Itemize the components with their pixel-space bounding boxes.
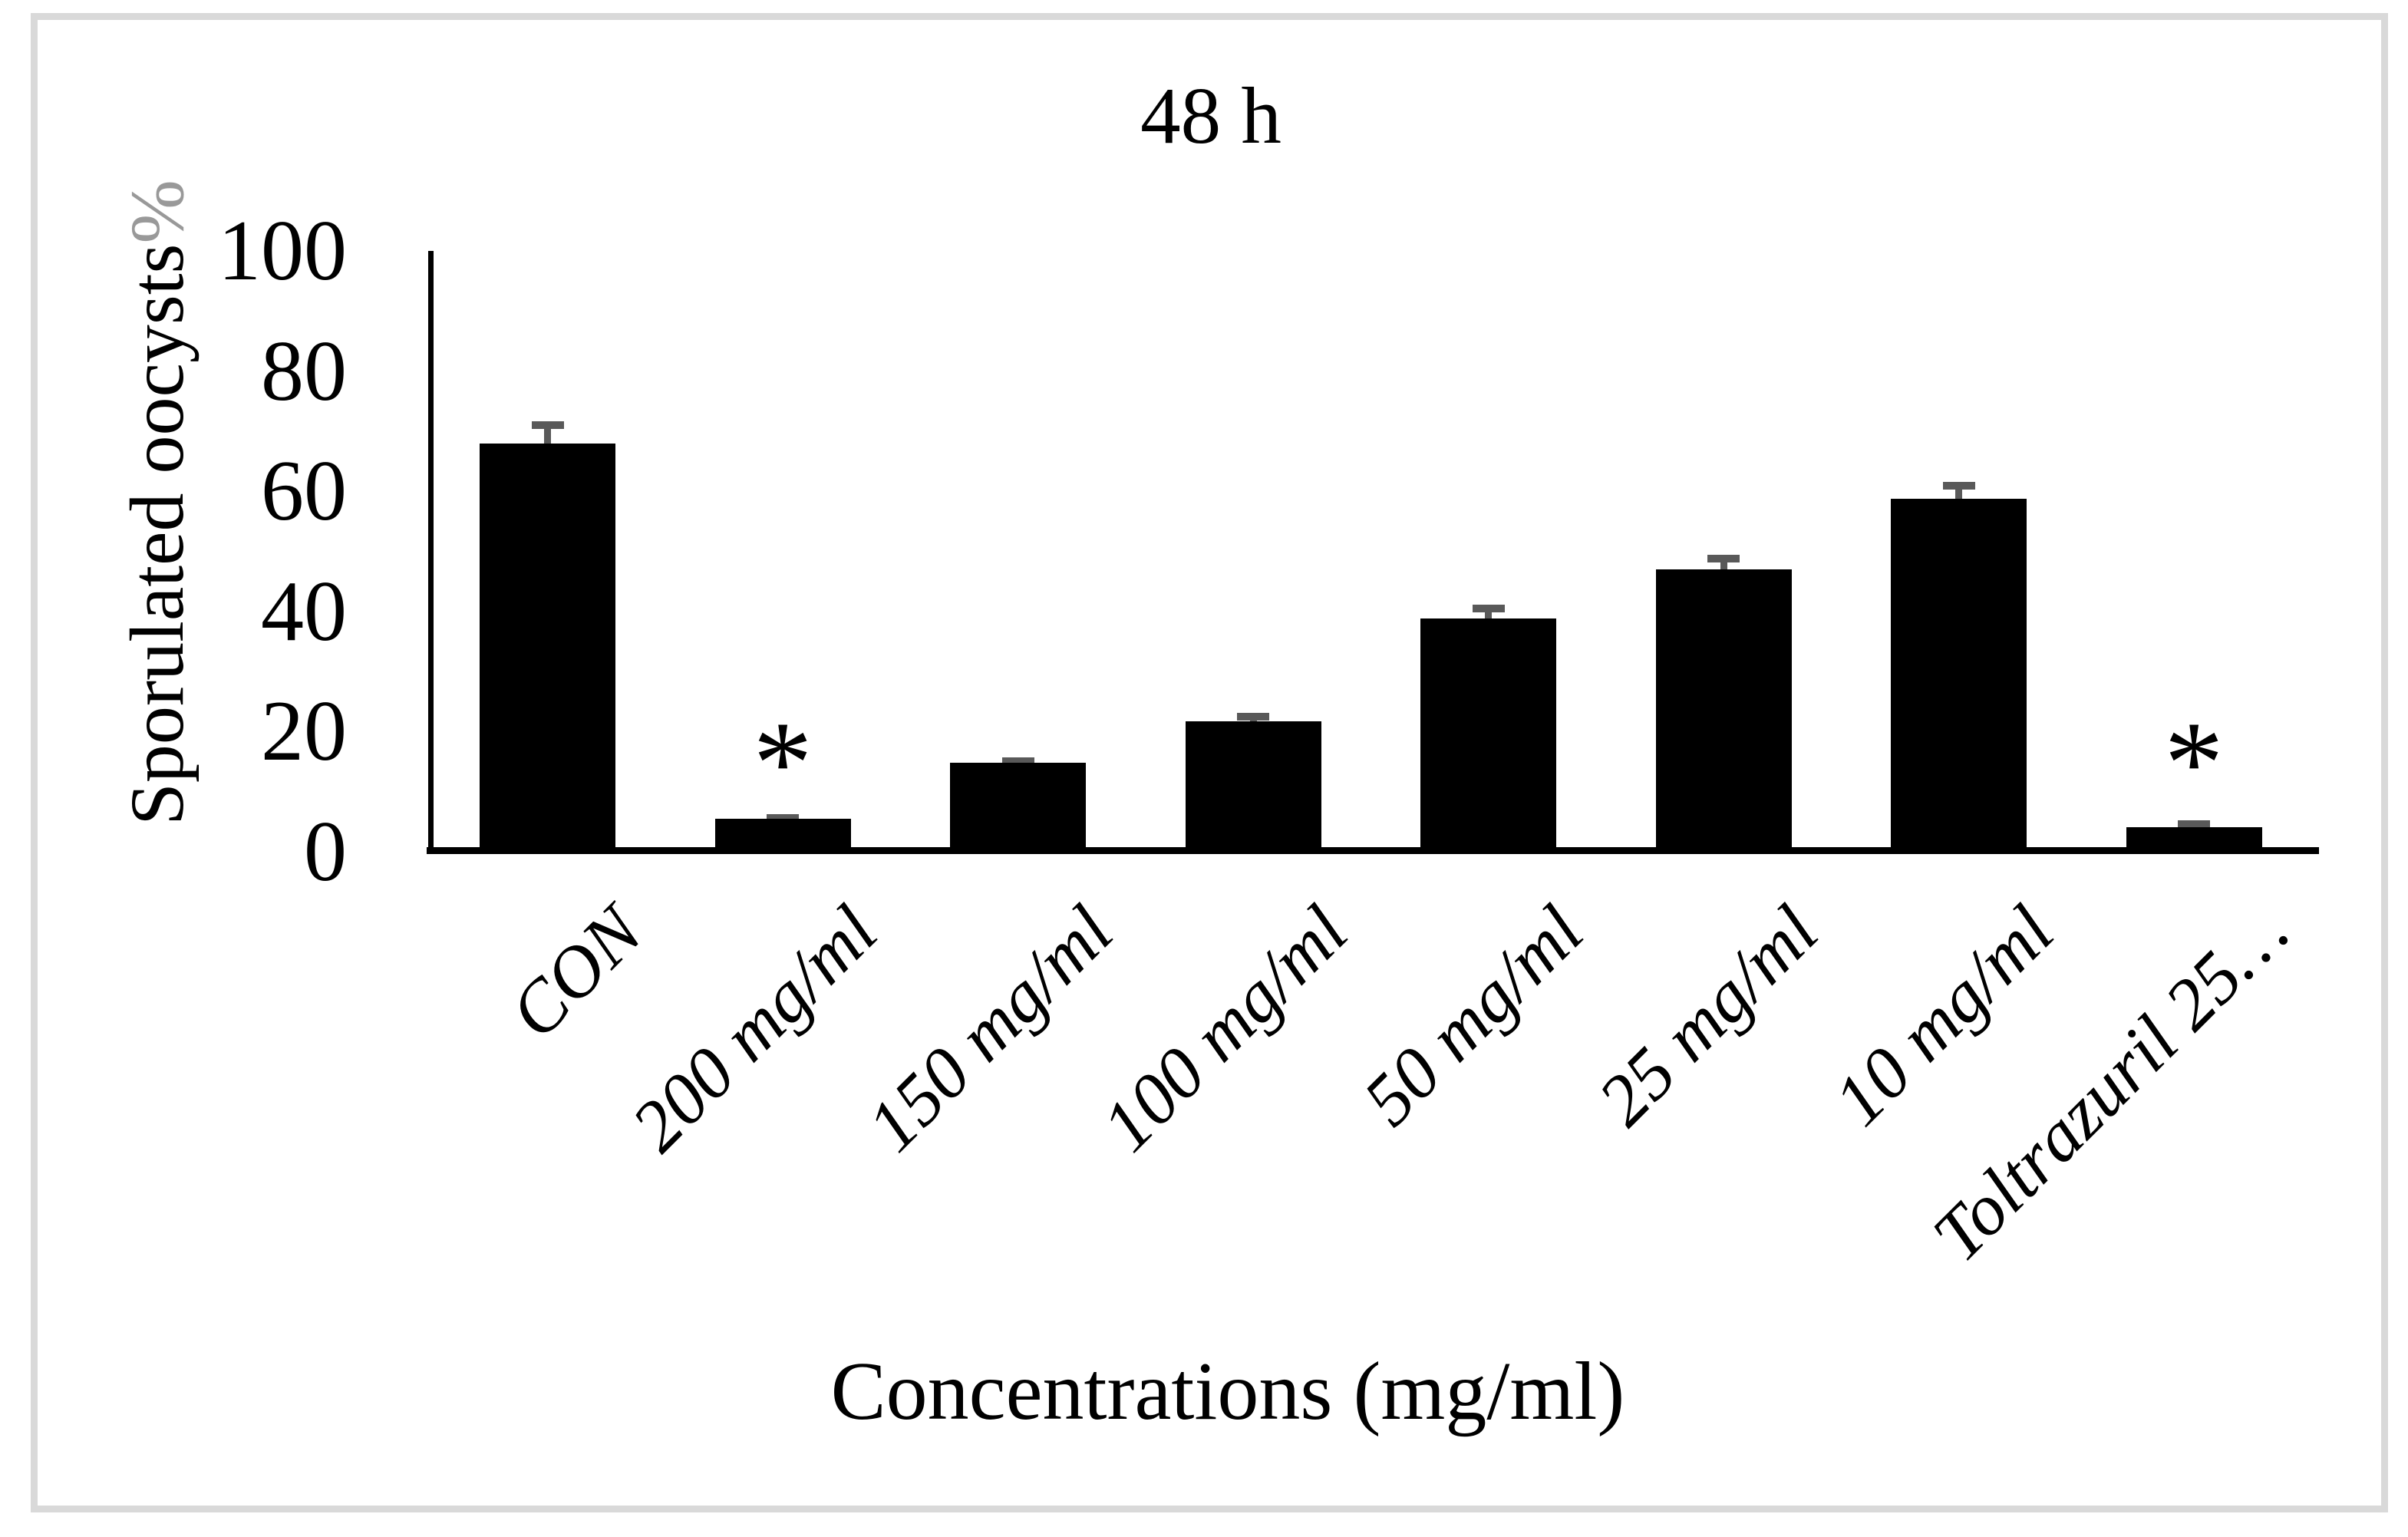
- bar: [1420, 618, 1556, 853]
- chart-title: 48 h: [1140, 71, 1282, 160]
- error-bar-cap: [1001, 757, 1034, 766]
- error-bar-stem: [544, 421, 551, 463]
- y-axis-tick-label: 40: [261, 563, 347, 659]
- significance-asterisk: *: [2164, 697, 2224, 829]
- bar: [1891, 498, 2027, 853]
- y-axis-tick-label: 60: [261, 444, 347, 539]
- bar: [1655, 569, 1792, 853]
- significance-asterisk: *: [753, 697, 813, 829]
- x-axis-line: [427, 847, 2319, 854]
- error-bar-cap: [1237, 713, 1269, 721]
- error-bar-cap: [767, 814, 799, 823]
- bar: [1185, 721, 1321, 853]
- figure-border: [31, 13, 2388, 1512]
- y-axis-line: [428, 251, 434, 854]
- error-bar-cap: [531, 421, 564, 430]
- error-bar-cap: [1707, 555, 1740, 563]
- bar: [480, 444, 615, 853]
- y-axis-tick-label: 100: [218, 203, 347, 298]
- error-bar-cap: [2178, 820, 2210, 829]
- y-axis-tick-label: 80: [261, 323, 347, 419]
- x-axis-title: Concentrations (mg/ml): [830, 1346, 1625, 1437]
- y-axis-tick-label: 20: [261, 684, 347, 780]
- error-bar-cap: [1942, 481, 1975, 490]
- error-bar-cap: [1472, 605, 1505, 613]
- bar: [950, 763, 1086, 853]
- y-axis-tick-label: 0: [304, 804, 347, 899]
